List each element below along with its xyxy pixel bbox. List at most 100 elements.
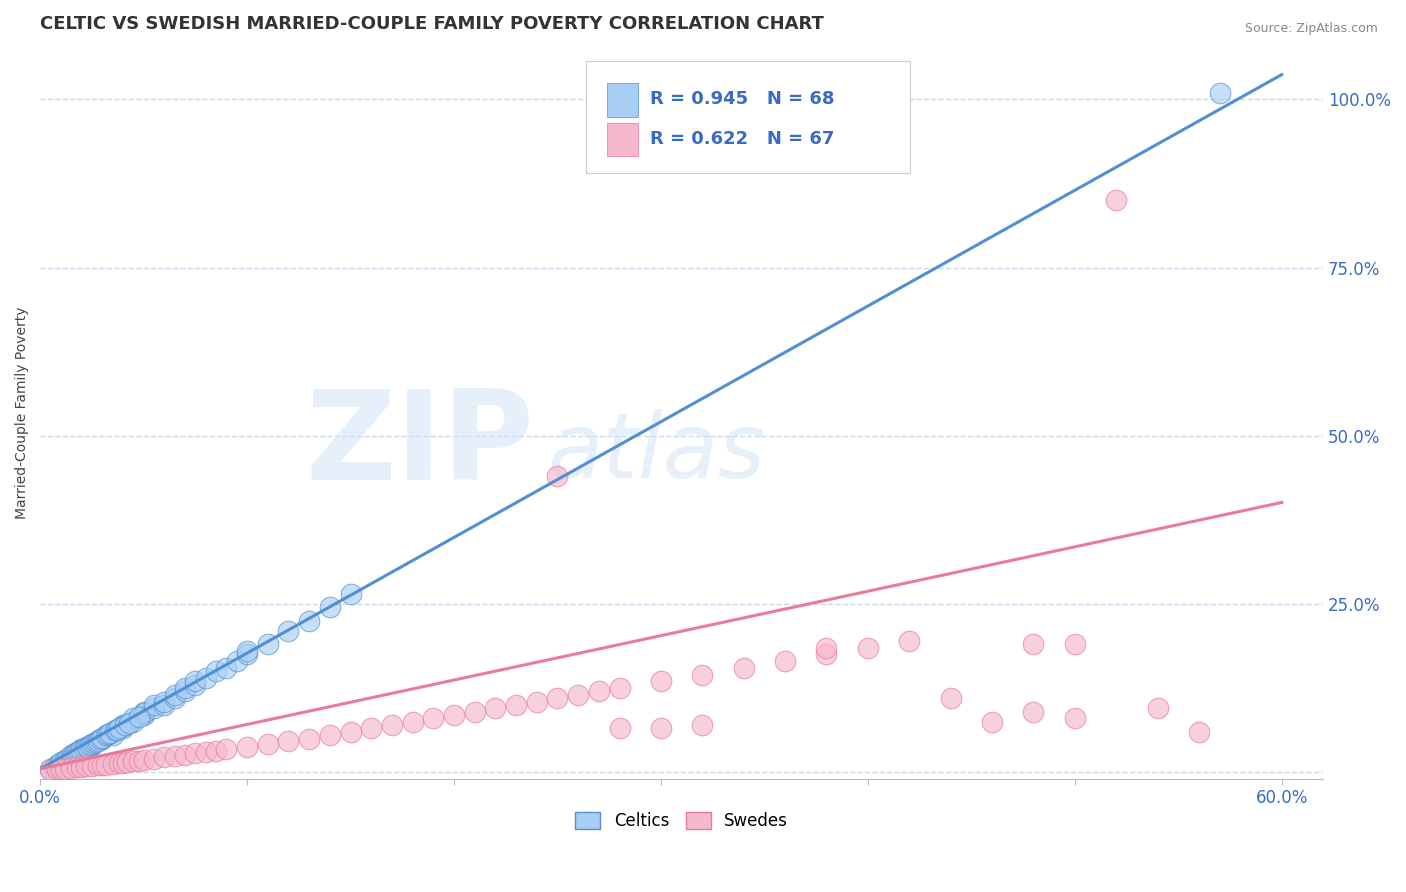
Text: CELTIC VS SWEDISH MARRIED-COUPLE FAMILY POVERTY CORRELATION CHART: CELTIC VS SWEDISH MARRIED-COUPLE FAMILY … [41, 15, 824, 33]
Point [132, 705, 155, 719]
Point [815, 640, 838, 655]
Point [1188, 724, 1211, 739]
Y-axis label: Married-Couple Family Poverty: Married-Couple Family Poverty [15, 306, 30, 518]
Point [546, 469, 568, 483]
Point [84, 735, 107, 749]
Point [236, 739, 259, 754]
Text: Source: ZipAtlas.com: Source: ZipAtlas.com [1244, 22, 1378, 36]
Point [1022, 637, 1045, 651]
Point [277, 624, 299, 638]
Point [53, 762, 76, 776]
Point [115, 755, 138, 769]
Point [70, 760, 93, 774]
Point [111, 719, 134, 733]
Point [898, 634, 921, 648]
Point [163, 688, 186, 702]
Point [815, 648, 838, 662]
Point [153, 694, 176, 708]
Point [44, 760, 66, 774]
Point [111, 722, 134, 736]
Point [401, 714, 423, 729]
Text: atlas: atlas [547, 409, 765, 497]
Point [142, 698, 165, 712]
Point [773, 654, 796, 668]
Point [49, 762, 72, 776]
Point [97, 727, 120, 741]
Point [118, 716, 141, 731]
Point [60, 749, 83, 764]
Point [1063, 637, 1085, 651]
Point [142, 752, 165, 766]
Point [256, 737, 278, 751]
Point [205, 665, 228, 679]
Point [53, 753, 76, 767]
Point [70, 743, 93, 757]
Point [277, 734, 299, 748]
Point [67, 744, 90, 758]
Point [91, 731, 114, 746]
Point [174, 747, 197, 762]
Point [142, 701, 165, 715]
Point [1063, 711, 1085, 725]
Point [692, 718, 714, 732]
Point [100, 726, 122, 740]
Point [153, 750, 176, 764]
Point [56, 752, 79, 766]
Point [87, 733, 110, 747]
Point [609, 722, 631, 736]
Text: ZIP: ZIP [305, 384, 534, 506]
Point [48, 757, 70, 772]
Point [298, 614, 321, 628]
Point [360, 722, 382, 736]
Point [692, 667, 714, 681]
Point [1146, 701, 1168, 715]
Point [153, 698, 176, 712]
Point [66, 745, 89, 759]
Point [122, 711, 145, 725]
Point [80, 759, 103, 773]
Point [215, 742, 238, 756]
Point [132, 708, 155, 723]
Point [66, 760, 89, 774]
Point [194, 671, 217, 685]
Point [184, 674, 207, 689]
Point [174, 684, 197, 698]
Point [174, 681, 197, 695]
Point [526, 694, 548, 708]
Point [87, 758, 110, 772]
Point [215, 661, 238, 675]
Text: R = 0.945   N = 68: R = 0.945 N = 68 [650, 90, 834, 108]
Point [89, 731, 111, 746]
Point [39, 762, 62, 776]
Point [96, 757, 118, 772]
Point [205, 744, 228, 758]
Point [128, 710, 150, 724]
Point [319, 728, 342, 742]
Point [76, 739, 98, 754]
Point [132, 706, 155, 720]
Point [60, 761, 83, 775]
Point [298, 731, 321, 746]
Point [184, 678, 207, 692]
Legend: Celtics, Swedes: Celtics, Swedes [568, 805, 794, 837]
Point [505, 698, 527, 712]
Point [107, 756, 129, 771]
Point [83, 736, 105, 750]
Point [256, 637, 278, 651]
Point [163, 749, 186, 764]
Point [65, 747, 87, 761]
Point [856, 640, 879, 655]
Point [45, 763, 67, 777]
Point [111, 756, 134, 770]
Point [1208, 86, 1230, 100]
Point [72, 741, 94, 756]
Point [96, 728, 118, 742]
Point [1022, 705, 1045, 719]
Point [101, 757, 124, 772]
Point [39, 763, 62, 777]
Point [422, 711, 444, 725]
Point [236, 644, 259, 658]
Point [443, 708, 465, 723]
Point [70, 741, 93, 756]
Point [128, 754, 150, 768]
